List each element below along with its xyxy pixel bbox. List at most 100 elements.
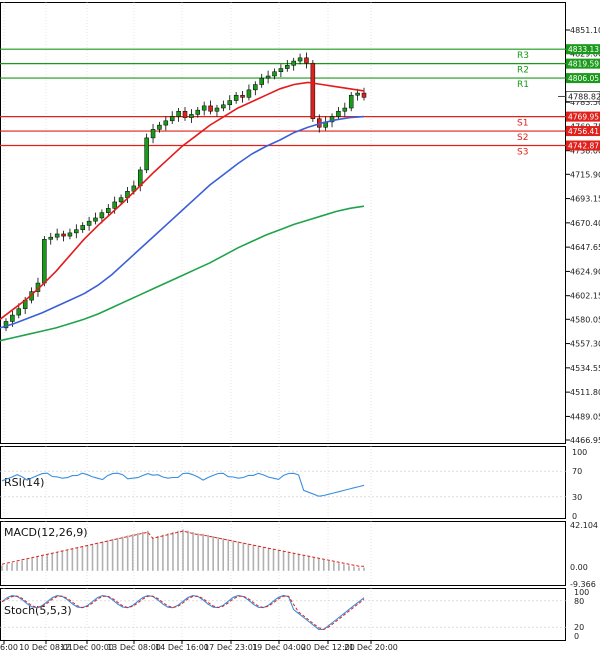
support-value-S1: 4769.95 [568,113,599,122]
resistance-label-R3: R3 [517,51,529,61]
candle-body [240,94,245,98]
macd-tick-label: 42.104 [570,521,598,530]
candle-body [336,110,341,117]
rsi-line [1,472,365,497]
candle-body [16,308,22,316]
candle-body [227,100,232,106]
price-tick-label: 4647.65 [570,243,600,252]
candle-body [355,92,360,96]
candle-body [150,129,156,139]
price-tick-label: 4851.10 [570,26,600,35]
resistance-badge-R1 [566,73,600,84]
candle-body [278,68,284,72]
candle-body [297,57,303,62]
stoch-label: Stoch(5,5,3) [4,604,72,617]
stoch-tick-label: 0 [574,632,579,641]
candle-body [285,65,290,69]
stoch-signal-line [1,595,365,630]
moving-average-0 [0,81,365,320]
candle-body [144,137,149,171]
rsi-tick-label: 100 [572,448,587,457]
candle-body [233,94,239,101]
support-value-S3: 4742.87 [568,142,599,151]
x-tick-label: 17 Dec 23:01 [204,643,258,652]
x-tick-label: 12 Dec 00:00 [60,643,114,652]
stoch-tick-label: 20 [574,623,584,632]
stoch-tick-label: 100 [574,588,589,597]
price-tick-label: 4580.05 [570,315,600,324]
candle-body [182,110,188,118]
candle-body [48,236,53,240]
price-tick-label: 4511.80 [570,388,600,397]
x-tick-label: 6:00 [0,643,18,652]
candle-body [169,116,175,122]
panel-frame-3 [0,588,566,641]
current-price-value: 4788.82 [568,92,600,101]
x-tick-label: 14 Dec 16:00 [155,643,209,652]
candle-body [214,107,220,112]
candle-body [86,220,92,226]
candle-body [80,225,85,230]
support-label-S1: S1 [517,119,528,129]
candle-body [253,84,258,91]
rsi-tick-label: 0 [572,512,577,521]
candle-body [195,109,201,115]
price-tick-label: 4783.50 [570,98,600,107]
current-price-badge [565,91,600,102]
price-tick-label: 4602.15 [570,292,600,301]
candle-body [42,239,47,284]
price-tick-label: 4693.15 [570,195,600,204]
candle-body [329,116,335,123]
candle-body [118,197,124,203]
macd-signal-line [1,530,364,567]
panel-frame-1 [0,446,566,519]
resistance-value-R2: 4819.59 [568,60,599,69]
candle-body [106,208,111,213]
x-tick-label: 21 Dec 20:00 [344,643,398,652]
rsi-label: RSI(14) [4,476,44,489]
resistance-value-R3: 4833.13 [568,45,599,54]
candle-body [112,201,117,209]
resistance-label-R2: R2 [517,66,529,76]
support-badge-S1 [566,111,600,122]
candle-body [201,105,207,111]
moving-average-2 [0,205,365,342]
price-tick-label: 4670.40 [570,219,600,228]
candle-body [272,71,277,77]
candle-body [157,124,162,130]
x-tick-label: 13 Dec 08:00 [107,643,161,652]
candle-body [361,92,367,98]
candle-body [163,120,169,126]
price-tick-label: 4466.95 [570,436,600,445]
candle-body [265,75,271,79]
candle-body [348,94,354,109]
price-tick-label: 4489.05 [570,412,600,421]
candle-body [93,217,98,222]
candle-body [310,62,316,119]
x-tick-label: 20 Dec 12:00 [301,643,355,652]
candle-body [246,89,252,98]
candle-body [189,114,194,118]
candle-body [61,233,66,237]
candle-body [176,110,181,117]
price-tick-label: 4738.00 [570,147,600,156]
x-tick-label: 19 Dec 04:00 [252,643,306,652]
support-badge-S2 [566,126,600,137]
moving-average-1 [0,115,365,329]
candle-body [259,77,264,85]
candle-body [304,57,309,64]
macd-label: MACD(12,26,9) [4,526,88,539]
candle-body [10,314,15,322]
price-tick-label: 4534.55 [570,364,600,373]
price-tick-label: 4715.90 [570,170,600,179]
macd-tick-label: 0.00 [570,563,588,572]
x-tick-label: 10 Dec 08:01 [19,643,73,652]
support-label-S3: S3 [517,148,528,158]
panel-frame-0 [0,2,566,444]
candle-body [67,232,73,237]
resistance-badge-R3 [566,44,600,55]
support-value-S2: 4756.41 [568,127,599,136]
price-tick-label: 4624.90 [570,267,600,276]
